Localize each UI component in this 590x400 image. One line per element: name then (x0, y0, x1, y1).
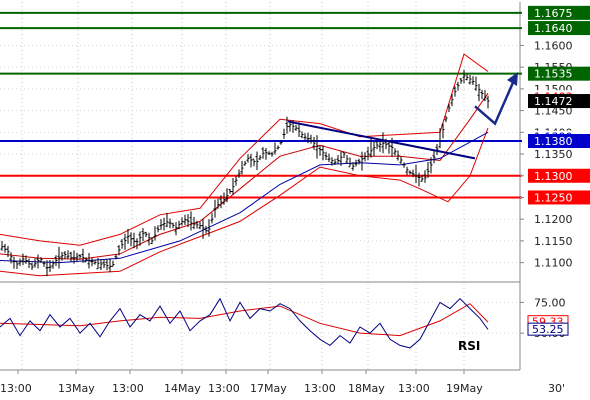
x-tick-label: 14May (164, 382, 201, 395)
x-tick-label: 13May (58, 382, 95, 395)
price-level-badge-label: 1.1300 (534, 170, 573, 183)
x-tick-label: 30' (548, 382, 565, 395)
price-level-badge-label: 1.1675 (534, 7, 573, 20)
price-badges: 1.14831.13901.16751.16401.15351.13801.13… (528, 5, 590, 205)
x-tick-label: 13:00 (0, 382, 32, 395)
price-level-badge (528, 190, 590, 205)
price-level-badge-label: 1.1535 (534, 68, 573, 81)
rsi-value-label: 53.25 (532, 323, 564, 336)
price-level-badge (528, 21, 590, 36)
rsi-lines (0, 297, 489, 349)
price-bars (0, 69, 490, 277)
rsi-value-badge (527, 322, 569, 336)
rsi-grid (0, 284, 520, 370)
price-y-tick-label: 1.1350 (534, 148, 573, 161)
price-levels (0, 11, 522, 199)
projection-arrow-head (507, 72, 518, 87)
price-level-badge (528, 5, 590, 20)
x-tick-label: 13:00 (304, 382, 336, 395)
x-tick-label: 13:00 (112, 382, 144, 395)
x-tick-label: 13:00 (208, 382, 240, 395)
bollinger-lower (0, 127, 489, 277)
moving-averages (0, 92, 489, 264)
price-y-tick-label: 1.1600 (534, 39, 573, 52)
x-tick-label: 18May (348, 382, 385, 395)
price-y-tick-label: 1.1100 (534, 257, 573, 270)
trendline (287, 120, 476, 160)
price-y-tick-label: 1.1150 (534, 235, 573, 248)
current-price-label: 1.1472 (534, 95, 573, 108)
x-axis: 13:00 13May 13:00 14May 13:00 17May 13:00 18May… (0, 370, 565, 395)
price-level-badge-label: 1.1250 (534, 191, 573, 204)
ma-slow-line (0, 131, 489, 264)
x-tick-label: 19May (446, 382, 483, 395)
rsi-line (0, 297, 489, 349)
rsi-label: RSI (458, 339, 480, 353)
price-level-badge (528, 168, 590, 183)
price-y-tick-label: 1.1200 (534, 213, 573, 226)
price-level-badge (528, 134, 590, 148)
x-tick-label: 17May (250, 382, 287, 395)
rsi-y-tick-label: 75.00 (534, 296, 566, 309)
current-price-badge (528, 94, 590, 109)
x-tick-label: 13:00 (398, 382, 430, 395)
price-level-badge-label: 1.1380 (534, 135, 573, 148)
projection-arrow-line (474, 77, 517, 126)
bollinger-upper (0, 53, 489, 246)
bollinger-bands (0, 53, 489, 277)
price-grid (0, 2, 521, 371)
annotations (287, 72, 518, 160)
price-level-badge (528, 66, 590, 81)
price-level-badge-label: 1.1640 (534, 22, 573, 35)
